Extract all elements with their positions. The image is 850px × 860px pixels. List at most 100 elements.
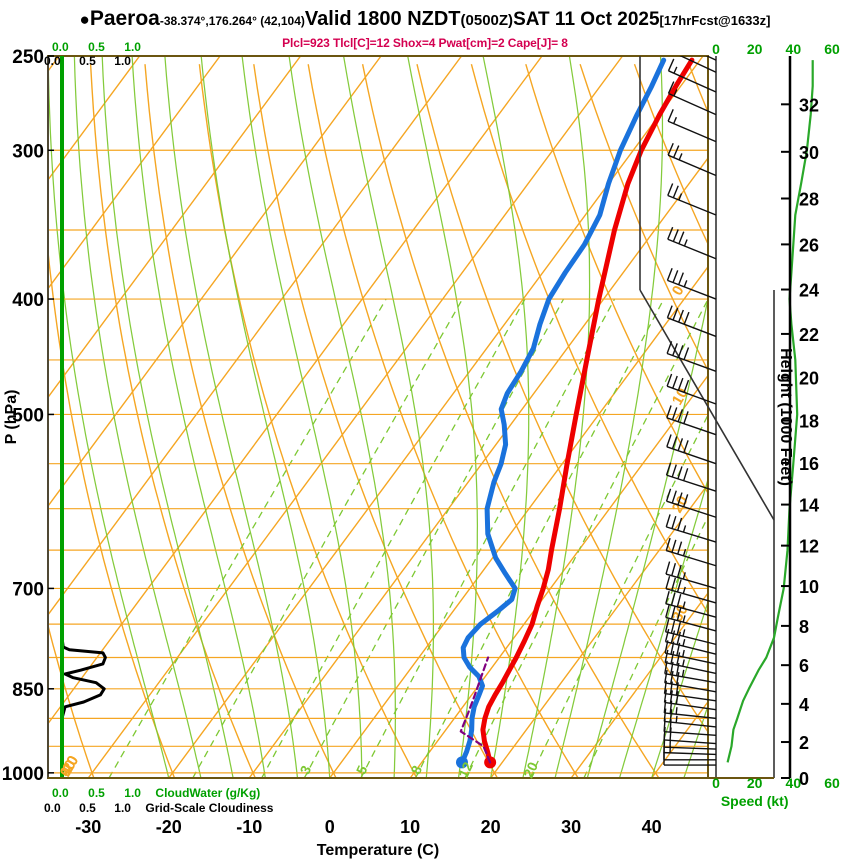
pressure-tick-850: 850 — [12, 680, 44, 701]
cloudiness-tick-2: 1.0 — [114, 54, 131, 68]
cloudwater-tick-2: 1.0 — [124, 40, 141, 54]
chart-header: ●Paeroa-38.374°,176.264° (42,104)Valid 1… — [0, 7, 850, 31]
wind-barb — [666, 341, 717, 372]
wind-barb — [667, 109, 717, 143]
temp-tick-0: 0 — [325, 817, 335, 837]
wind-barb — [667, 58, 717, 93]
wind-barb — [665, 575, 717, 604]
height-tick-12: 12 — [799, 537, 819, 557]
pressure-tick-300: 300 — [12, 141, 44, 162]
isobar-lines — [48, 55, 708, 774]
wind-barb — [663, 708, 717, 728]
cloudwater-scale-top: 0.0 0.5 1.0 — [52, 38, 141, 56]
wind-barb — [665, 537, 717, 567]
wind-barb — [665, 604, 717, 632]
wind-barb — [667, 81, 717, 116]
pressure-tick-700: 700 — [12, 579, 44, 600]
height-tick-10: 10 — [799, 577, 819, 597]
wind-barb — [667, 226, 717, 260]
temp-tick-10: 10 — [400, 817, 420, 837]
wind-barb — [666, 268, 717, 300]
height-tick-0: 0 — [799, 769, 809, 789]
wind-barb — [664, 619, 717, 646]
cloudwater-b-tick-2: 1.0 — [124, 786, 141, 800]
station-bullet-icon: ● — [79, 10, 90, 29]
wind-barb — [665, 590, 717, 618]
speed-tick-0-bottom: 0 — [712, 775, 720, 791]
height-tick-2: 2 — [799, 733, 809, 753]
cloudwater-scale-bottom: 0.0 0.5 1.0 CloudWater (g/Kg) — [52, 784, 260, 802]
height-tick-18: 18 — [799, 412, 819, 432]
temp-tick-20: 20 — [481, 817, 501, 837]
trace-temperature — [480, 57, 695, 765]
x-axis-label: Temperature (C) — [317, 842, 439, 859]
height-tick-8: 8 — [799, 617, 809, 637]
speed-tick-20-top: 20 — [747, 41, 763, 57]
wind-barb — [667, 142, 717, 177]
pressure-tick-400: 400 — [12, 290, 44, 311]
wind-barb — [666, 434, 717, 465]
cloudiness-b-tick-1: 0.5 — [79, 801, 96, 815]
forecast-tag: [17hrFcst@1633z] — [659, 13, 771, 28]
height-tick-14: 14 — [799, 496, 819, 516]
cloudwater-tick-1: 0.5 — [88, 40, 105, 54]
station-name: Paeroa — [89, 7, 160, 30]
plot-frame — [47, 55, 775, 779]
height-tick-28: 28 — [799, 190, 819, 210]
y-axis-label: P (hPa) — [3, 390, 20, 445]
mixing-ratio-label-12: 12 — [455, 759, 476, 780]
wind-barb — [663, 689, 717, 711]
height-tick-24: 24 — [799, 281, 819, 301]
valid-date: SAT 11 Oct 2025 — [513, 9, 660, 30]
valid-time: Valid 1800 NZDT — [304, 8, 461, 30]
temp-tick--30: -30 — [75, 817, 101, 837]
pressure-tick-250: 250 — [12, 47, 44, 68]
height-tick-26: 26 — [799, 235, 819, 255]
cloudwater-legend-label: CloudWater (g/Kg) — [155, 786, 261, 800]
valid-utc: (0500Z) — [460, 12, 514, 29]
cloudiness-b-tick-2: 1.0 — [114, 801, 131, 815]
cloudiness-b-tick-0: 0.0 — [44, 801, 61, 815]
cloudiness-tick-0: 0.0 — [44, 54, 61, 68]
speed-tick-60-bottom: 60 — [824, 775, 840, 791]
trace-dewpoint — [459, 57, 667, 765]
speed-tick-40-top: 40 — [786, 41, 802, 57]
height-tick-32: 32 — [799, 95, 819, 115]
temp-tick--10: -10 — [236, 817, 262, 837]
cloudiness-scale-top: 0.0 0.5 1.0 — [44, 52, 131, 70]
height-tick-22: 22 — [799, 325, 819, 345]
cloudiness-profile — [60, 588, 107, 773]
temp-tick-30: 30 — [561, 817, 581, 837]
cloudwater-b-tick-1: 0.5 — [88, 786, 105, 800]
height-tick-16: 16 — [799, 454, 819, 474]
trace-parcel — [459, 656, 492, 764]
wind-barb — [679, 56, 717, 73]
isotherm-label-10: 10 — [57, 757, 80, 780]
wind-barb — [666, 373, 717, 405]
temp-tick-40: 40 — [642, 817, 662, 837]
height-tick-30: 30 — [799, 143, 819, 163]
sounding-traces — [455, 57, 695, 769]
cloudwater-tick-0: 0.0 — [52, 40, 69, 54]
wind-barb — [667, 183, 717, 216]
cloudwater-b-tick-0: 0.0 — [52, 786, 69, 800]
height-tick-20: 20 — [799, 369, 819, 389]
pressure-tick-500: 500 — [12, 405, 44, 426]
wind-barb — [664, 669, 717, 693]
wind-barb — [665, 462, 717, 492]
cloudiness-legend-label: Grid-Scale Cloudiness — [145, 801, 274, 815]
speed-tick-20-bottom: 20 — [747, 775, 763, 791]
height-tick-6: 6 — [799, 656, 809, 676]
isotherm-label-r-10: 10 — [669, 385, 692, 408]
speed-tick-60-top: 60 — [824, 41, 840, 57]
wind-barb — [665, 561, 717, 590]
wind-barb — [705, 56, 717, 61]
skewt-gridlines — [48, 56, 708, 778]
temp-tick--20: -20 — [156, 817, 182, 837]
wind-barb — [665, 514, 717, 543]
wind-barb — [664, 628, 717, 655]
trace-endpoint-dewpoint — [455, 756, 468, 769]
